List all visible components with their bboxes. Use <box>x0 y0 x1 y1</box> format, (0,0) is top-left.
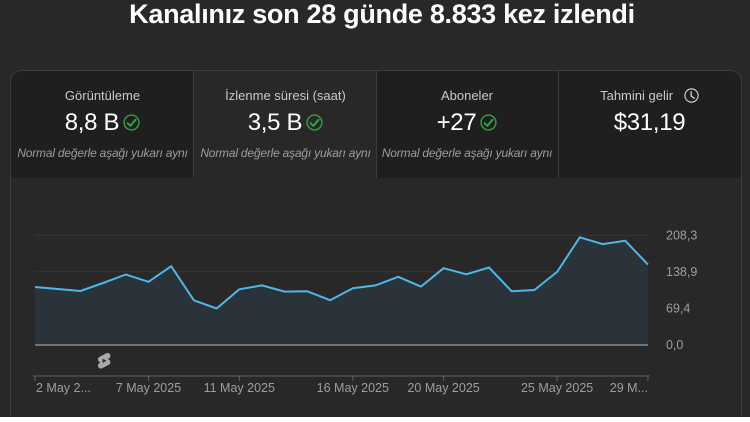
svg-text:0,0: 0,0 <box>666 338 683 352</box>
svg-text:29 M...: 29 M... <box>610 381 648 395</box>
svg-text:138,9: 138,9 <box>666 265 697 279</box>
svg-text:16 May 2025: 16 May 2025 <box>317 381 389 395</box>
svg-text:7 May 2025: 7 May 2025 <box>116 381 181 395</box>
svg-text:69,4: 69,4 <box>666 302 690 316</box>
svg-text:20 May 2025: 20 May 2025 <box>407 381 479 395</box>
svg-text:25 May 2025: 25 May 2025 <box>521 381 593 395</box>
svg-text:208,3: 208,3 <box>666 229 697 243</box>
svg-text:2 May 2...: 2 May 2... <box>36 381 91 395</box>
svg-text:11 May 2025: 11 May 2025 <box>204 381 275 395</box>
